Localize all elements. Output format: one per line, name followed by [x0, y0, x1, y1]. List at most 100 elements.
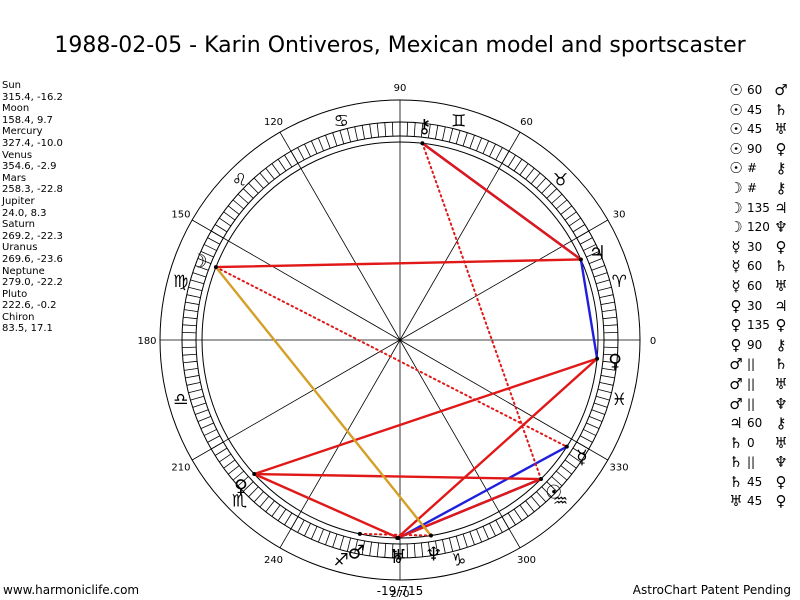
degree-tick: [597, 388, 612, 394]
aspect-line: [214, 258, 583, 269]
planet-name: Pluto: [2, 288, 28, 300]
planet-coords: 269.2, -22.3: [2, 230, 63, 242]
aspect-line: [397, 445, 569, 540]
degree-tick: [369, 541, 373, 556]
aspect-planet-a-glyph: ☿: [731, 257, 741, 276]
aspect-angle: 45: [747, 494, 763, 509]
degree-tick: [593, 402, 608, 408]
planet-glyph: ⚷: [417, 115, 431, 137]
degree-tick: [182, 353, 197, 356]
degree-tick: [595, 279, 610, 285]
degree-tick: [192, 402, 207, 408]
degree-tick: [427, 124, 431, 139]
degree-tick: [489, 523, 496, 537]
aspect-line: [253, 472, 400, 540]
aspect-row: ☿ 30 ♀: [728, 237, 800, 259]
aspect-angle: 60: [747, 259, 763, 274]
degree-tick: [482, 526, 490, 540]
degree-tick: [601, 367, 616, 371]
degree-tick: [265, 500, 275, 513]
planet-glyph: ♆: [425, 543, 442, 565]
degree-tick: [482, 140, 490, 154]
degree-tick: [259, 172, 270, 184]
house-spoke: [399, 339, 521, 549]
degree-tick: [600, 301, 615, 305]
aspect-planet-b-glyph: ♀: [775, 316, 787, 335]
degree-tick: [297, 147, 305, 161]
house-spoke: [191, 219, 401, 341]
aspect-row: ☽ 120 ♆: [728, 219, 800, 239]
planet-marker: [420, 141, 425, 146]
degree-tick: [442, 539, 446, 554]
aspect-planet-b-glyph: ♅: [774, 120, 788, 139]
degree-tick: [448, 128, 454, 143]
zodiac-sign-glyph: ♎: [173, 390, 188, 410]
aspect-planet-a-glyph: ♄: [729, 433, 743, 452]
degree-tick: [242, 188, 254, 199]
degree-tick: [536, 177, 547, 189]
aspect-planet-b-glyph: ♆: [774, 453, 788, 472]
planet-coords: 315.4, -16.2: [2, 91, 63, 103]
degree-tick: [184, 367, 199, 371]
degree-tick: [593, 272, 608, 278]
degree-tick: [354, 539, 358, 554]
aspect-row: ☿ 60 ♅: [728, 277, 800, 298]
aspect-angle: #: [747, 161, 758, 176]
aspect-line: [396, 357, 599, 540]
house-spoke: [399, 339, 609, 461]
planet-coords: 354.6, -2.9: [2, 161, 57, 173]
degree-tick: [227, 465, 240, 475]
planet-marker: [595, 356, 600, 361]
planet-glyph: ☿: [576, 446, 588, 468]
degree-tick: [572, 447, 586, 456]
planet-name: Mars: [2, 172, 27, 184]
aspect-planet-a-glyph: ♂: [729, 374, 743, 393]
aspect-planet-a-glyph: ☽: [729, 178, 743, 197]
aspect-row: ♀ 30 ♃: [728, 297, 800, 318]
degree-tick: [572, 224, 586, 233]
footer-website[interactable]: www.harmoniclife.com: [3, 583, 140, 597]
degree-tick: [203, 429, 217, 436]
degree-tick: [325, 531, 331, 545]
planet-position-list: Sun 315.4, -16.2 Moon 158.4, 9.7 Mercury 327.…: [2, 80, 112, 335]
aspect-line: [579, 258, 599, 360]
degree-tick: [271, 163, 281, 176]
degree-tick: [568, 217, 581, 227]
degree-tick: [427, 541, 431, 556]
zodiac-sign-glyph: ♉: [553, 170, 568, 190]
degree-tick: [369, 124, 373, 139]
aspect-angle: ||: [747, 376, 756, 391]
degree-tick: [214, 224, 228, 233]
aspect-row: ☉ 45 ♄: [728, 101, 800, 122]
degree-tick: [304, 523, 311, 537]
degree-tick: [185, 375, 200, 379]
degree-tick: [541, 182, 552, 194]
aspect-planet-b-glyph: ♄: [774, 355, 788, 374]
aspect-row: ☽ 135 ♃: [728, 199, 800, 220]
planet-glyph: ☽: [191, 250, 208, 272]
degree-tick: [248, 486, 259, 498]
degree-tick: [192, 272, 207, 278]
degree-tick: [195, 409, 209, 415]
aspect-planet-a-glyph: ♅: [729, 492, 743, 511]
planet-marker: [357, 531, 362, 536]
aspect-planet-b-glyph: ♅: [774, 433, 788, 452]
aspect-planet-b-glyph: ♀: [775, 472, 787, 491]
aspect-planet-a-glyph: ♂: [729, 355, 743, 374]
zodiac-sign-glyph: ♐: [334, 550, 349, 570]
aspect-row: ☉ 90 ♀: [728, 140, 800, 161]
planet-coords: 83.5, 17.1: [2, 323, 53, 335]
degree-tick: [346, 537, 352, 552]
degree-label: 90: [394, 83, 407, 94]
degree-label: 240: [264, 555, 283, 566]
degree-tick: [223, 459, 236, 469]
degree-label: 180: [137, 336, 156, 347]
aspect-planet-b-glyph: ♀: [775, 237, 787, 256]
degree-tick: [265, 167, 275, 180]
planet-name: Sun: [2, 80, 22, 91]
zodiac-sign-glyph: ♑: [451, 550, 466, 570]
degree-tick: [271, 504, 281, 517]
aspect-angle: 90: [747, 337, 763, 352]
aspect-planet-b-glyph: ⚷: [775, 335, 787, 354]
